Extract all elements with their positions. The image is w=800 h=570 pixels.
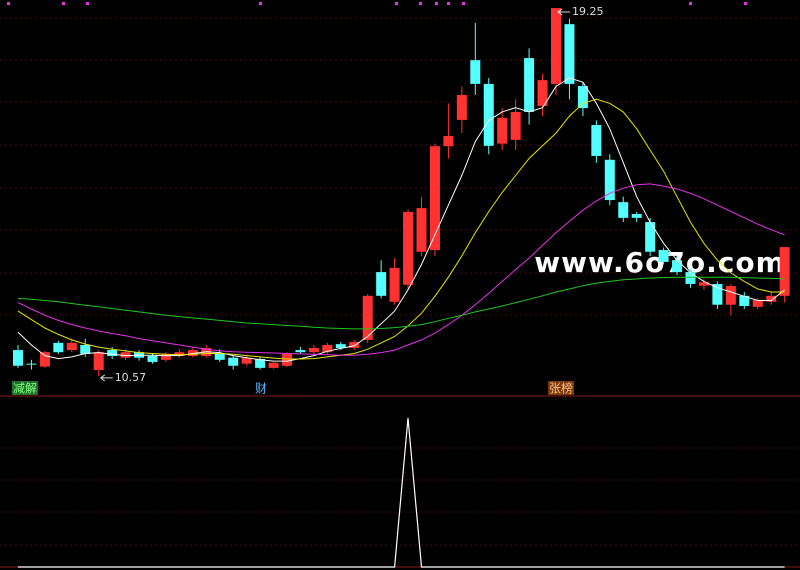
- candle-body: [672, 260, 683, 273]
- candle-body: [577, 86, 588, 109]
- candle-body: [685, 272, 696, 284]
- candle-body: [537, 80, 548, 106]
- candle-body: [268, 362, 279, 368]
- candle-body: [698, 282, 709, 286]
- marker: [689, 2, 692, 5]
- candle-body: [551, 8, 561, 84]
- candle-body: [241, 357, 252, 364]
- candle-body: [524, 58, 535, 112]
- candle-body: [497, 117, 508, 144]
- candle-body: [80, 344, 91, 354]
- candle-body: [483, 83, 494, 146]
- marker: [419, 2, 422, 5]
- candle-body: [147, 356, 158, 362]
- candle-body: [308, 347, 319, 353]
- candle-body: [376, 272, 387, 296]
- candle-body: [389, 267, 400, 302]
- candle-body: [618, 202, 629, 218]
- candle-body: [403, 211, 414, 285]
- marker: [395, 2, 398, 5]
- candle-body: [26, 363, 37, 365]
- candle-body: [645, 222, 656, 252]
- candle-body: [13, 350, 23, 366]
- tag-bg: [548, 381, 574, 395]
- price-label: 19.25: [572, 5, 604, 18]
- candle-body: [282, 353, 292, 366]
- ma-line: [17, 183, 785, 356]
- candle-body: [631, 214, 642, 218]
- tag-bg: [12, 381, 38, 395]
- ma-line: [17, 77, 785, 362]
- candle-body: [510, 111, 521, 140]
- arrow: [557, 8, 570, 16]
- candle-body: [712, 283, 723, 305]
- candle-body: [160, 353, 171, 360]
- marker: [435, 2, 438, 5]
- tag: 财: [255, 382, 267, 396]
- candle-body: [725, 286, 736, 305]
- candle-body: [429, 146, 440, 251]
- candle-body: [564, 24, 575, 84]
- candle-body: [752, 300, 763, 307]
- candle-body: [335, 344, 346, 348]
- candle-body: [120, 352, 131, 358]
- candle-body: [658, 250, 669, 262]
- candle-body: [214, 353, 225, 360]
- candle-body: [107, 350, 118, 357]
- indicator-line: [18, 417, 785, 568]
- candle-body: [470, 60, 481, 84]
- candle-body: [443, 136, 454, 147]
- tag: 张榜: [549, 381, 573, 396]
- ma-line: [17, 276, 785, 330]
- price-label: 10.57: [115, 371, 147, 384]
- candle-body: [416, 208, 427, 252]
- candle-body: [174, 352, 185, 357]
- ma-line: [17, 98, 785, 360]
- candle-body: [766, 295, 777, 302]
- marker: [259, 2, 262, 5]
- marker: [86, 2, 89, 5]
- candle-body: [604, 159, 615, 201]
- candle-body: [362, 295, 373, 340]
- candle-body: [295, 350, 306, 353]
- candle-body: [779, 247, 790, 296]
- candle-body: [66, 342, 77, 351]
- marker: [744, 2, 747, 5]
- marker: [62, 2, 65, 5]
- candle-body: [456, 94, 467, 120]
- marker: [7, 2, 10, 5]
- candle-body: [591, 125, 602, 156]
- candle-body: [53, 342, 64, 353]
- tag: 减解: [13, 382, 37, 396]
- marker: [462, 2, 465, 5]
- arrow: [99, 374, 113, 382]
- candle-body: [93, 352, 104, 370]
- grid: [0, 17, 800, 546]
- candle-body: [322, 344, 333, 353]
- candle-body: [739, 295, 750, 306]
- candle-body: [255, 358, 266, 368]
- candle-body: [349, 342, 360, 348]
- marker: [447, 2, 450, 5]
- candle-body: [39, 352, 50, 367]
- candle-body: [228, 357, 239, 366]
